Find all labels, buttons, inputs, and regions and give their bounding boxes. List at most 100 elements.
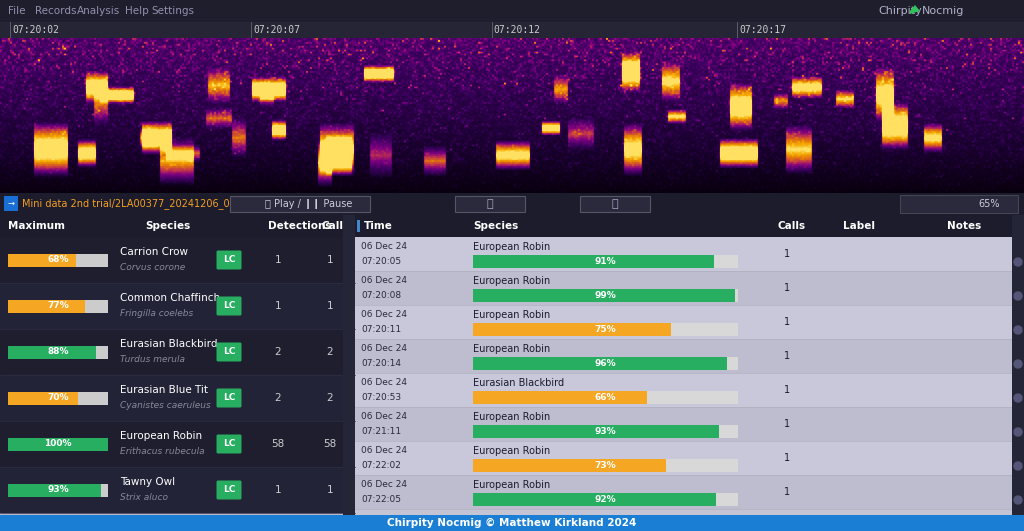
- Text: European Robin: European Robin: [473, 310, 550, 320]
- Bar: [8, 484, 101, 496]
- Bar: [355, 441, 1024, 475]
- Text: 07:20:02: 07:20:02: [12, 25, 59, 35]
- Text: 06 Dec 24: 06 Dec 24: [361, 378, 407, 387]
- Text: →: →: [7, 199, 14, 208]
- Text: European Robin: European Robin: [120, 431, 202, 441]
- Text: 07:20:05: 07:20:05: [361, 257, 401, 266]
- Text: LC: LC: [223, 485, 236, 494]
- Bar: [473, 493, 738, 506]
- Bar: [0, 215, 355, 515]
- Text: Eurasian Blue Tit: Eurasian Blue Tit: [120, 385, 208, 395]
- Bar: [0, 0, 1024, 22]
- Text: 07:22:02: 07:22:02: [361, 461, 400, 470]
- Text: Species: Species: [473, 221, 518, 231]
- Text: 9.1 kHz: 9.1 kHz: [2, 74, 34, 83]
- Text: 88%: 88%: [47, 347, 69, 356]
- Text: 1: 1: [784, 283, 791, 293]
- Text: Fringilla coelebs: Fringilla coelebs: [120, 310, 194, 318]
- Bar: [455, 196, 525, 212]
- Text: 1: 1: [784, 317, 791, 327]
- Text: 06 Dec 24: 06 Dec 24: [361, 242, 407, 251]
- Text: European Robin: European Robin: [473, 479, 550, 490]
- Bar: [96, 346, 108, 358]
- Bar: [719, 425, 738, 438]
- Text: Turdus merula: Turdus merula: [120, 355, 185, 364]
- Text: 1: 1: [327, 255, 334, 265]
- Text: Time: Time: [364, 221, 393, 231]
- Bar: [473, 425, 738, 438]
- Text: Strix aluco: Strix aluco: [120, 493, 168, 502]
- Bar: [8, 391, 78, 405]
- Text: 100%: 100%: [44, 440, 72, 449]
- Bar: [671, 323, 738, 336]
- Text: 06 Dec 24: 06 Dec 24: [361, 446, 407, 455]
- Text: 66%: 66%: [595, 393, 616, 401]
- Text: LC: LC: [223, 347, 236, 356]
- Text: Tawny Owl: Tawny Owl: [120, 477, 175, 487]
- Circle shape: [1014, 292, 1022, 300]
- Text: 68%: 68%: [47, 255, 69, 264]
- Bar: [473, 391, 647, 404]
- Text: 99%: 99%: [595, 290, 616, 299]
- Text: 07:20:14: 07:20:14: [361, 359, 401, 368]
- Bar: [580, 196, 650, 212]
- Bar: [8, 253, 76, 267]
- Text: Chirpity Nocmig © Matthew Kirkland 2024: Chirpity Nocmig © Matthew Kirkland 2024: [387, 518, 637, 528]
- Text: 70%: 70%: [47, 393, 69, 402]
- Bar: [727, 357, 738, 370]
- Text: 6.8 kHz: 6.8 kHz: [2, 102, 34, 110]
- Text: 07:20:08: 07:20:08: [361, 291, 401, 300]
- Text: 07:20:17: 07:20:17: [739, 25, 786, 35]
- Text: 65%: 65%: [978, 199, 999, 209]
- Bar: [8, 438, 108, 450]
- Bar: [473, 289, 735, 302]
- Text: File: File: [8, 6, 26, 16]
- Bar: [343, 215, 355, 515]
- Text: European Robin: European Robin: [473, 344, 550, 354]
- Bar: [230, 196, 370, 212]
- Bar: [473, 357, 727, 370]
- Bar: [0, 22, 1024, 38]
- Text: Chirpity: Chirpity: [878, 6, 922, 16]
- Text: Erithacus rubecula: Erithacus rubecula: [120, 447, 205, 456]
- Bar: [0, 38, 1024, 193]
- Circle shape: [1014, 326, 1022, 334]
- Text: 2: 2: [327, 347, 334, 357]
- Text: Cyanistes caeruleus: Cyanistes caeruleus: [120, 401, 211, 410]
- Text: 🔍: 🔍: [486, 199, 494, 209]
- Text: 07:20:07: 07:20:07: [253, 25, 300, 35]
- Text: 2: 2: [274, 347, 282, 357]
- Bar: [355, 373, 1024, 407]
- Circle shape: [1014, 394, 1022, 402]
- Text: 07:20:53: 07:20:53: [361, 393, 401, 402]
- FancyBboxPatch shape: [216, 296, 242, 315]
- Bar: [473, 425, 719, 438]
- Text: European Robin: European Robin: [473, 242, 550, 252]
- Text: Carrion Crow: Carrion Crow: [120, 247, 188, 257]
- Text: Mini data 2nd trial/2LA00377_20241206_072002.wav: Mini data 2nd trial/2LA00377_20241206_07…: [22, 199, 284, 209]
- Bar: [355, 215, 1024, 237]
- Bar: [900, 195, 1018, 213]
- Bar: [714, 255, 738, 268]
- Bar: [8, 391, 108, 405]
- Bar: [8, 484, 108, 496]
- Bar: [0, 237, 355, 283]
- Text: 96%: 96%: [595, 358, 616, 367]
- Text: 1: 1: [327, 485, 334, 495]
- Text: 06 Dec 24: 06 Dec 24: [361, 344, 407, 353]
- Text: 77%: 77%: [47, 302, 69, 311]
- Text: 1: 1: [327, 301, 334, 311]
- Bar: [355, 475, 1024, 509]
- Text: Settings: Settings: [152, 6, 195, 16]
- Text: 58: 58: [324, 439, 337, 449]
- Text: Calls: Calls: [322, 221, 350, 231]
- Text: 93%: 93%: [595, 427, 616, 435]
- Text: LC: LC: [223, 440, 236, 449]
- Bar: [735, 289, 738, 302]
- Bar: [101, 484, 108, 496]
- Text: Common Chaffinch: Common Chaffinch: [120, 293, 220, 303]
- Bar: [473, 323, 738, 336]
- Bar: [473, 459, 738, 472]
- Text: LC: LC: [223, 302, 236, 311]
- Text: European Robin: European Robin: [473, 276, 550, 286]
